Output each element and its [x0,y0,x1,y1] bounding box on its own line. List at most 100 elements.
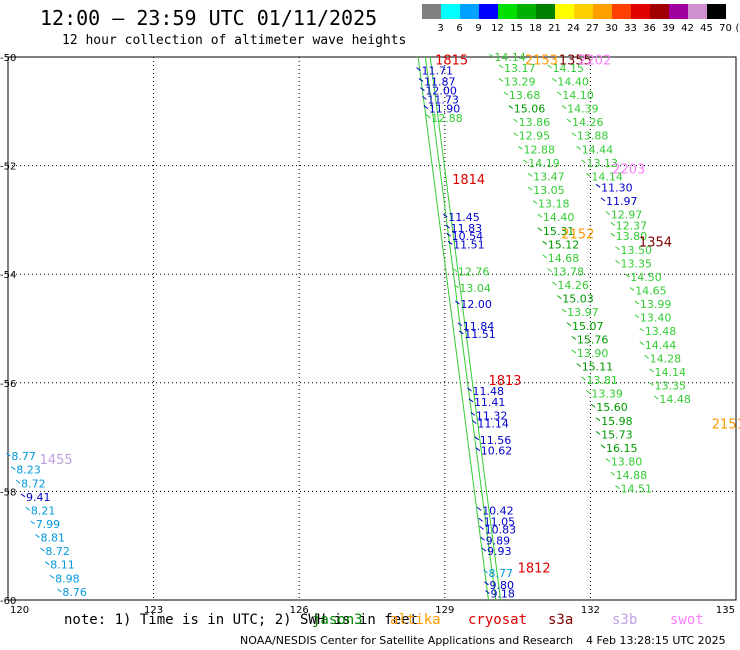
track-tick [479,526,484,530]
track-tick [600,444,606,449]
legend-label: 45 [700,23,713,34]
legend-swatch [688,4,707,19]
track-tick [561,308,567,313]
legend-label: 18 [529,23,542,34]
track-tick [484,581,489,586]
wave-height-value: 9.93 [487,545,512,558]
wave-height-value: 13.86 [519,116,551,129]
x-tick-label: 135 [716,605,735,616]
wave-height-value: 13.50 [621,244,653,257]
wave-height-value: 14.26 [572,116,604,129]
wave-height-value: 15.98 [601,415,633,428]
wave-height-value: 13.13 [587,157,619,170]
track-tick [552,78,557,82]
wave-height-value: 14.44 [582,143,614,156]
legend-swatch [422,4,441,19]
track-tick [418,78,424,82]
wave-height-value: 13.40 [640,312,672,325]
legend-swatch [650,4,669,19]
legend-swatch [669,4,688,19]
wave-height-value: 13.35 [621,257,653,270]
page-subtitle: 12 hour collection of altimeter wave hei… [62,33,407,48]
wave-height-value: 13.18 [538,198,570,211]
track-tick [445,224,450,229]
track-tick [581,376,586,381]
pass-time-label: 2202 [578,54,611,69]
wave-height-value: 10.42 [482,504,514,517]
wave-height-value: 13.05 [533,184,565,197]
wave-height-value: 9.18 [490,587,515,600]
y-tick-label: -54 [0,270,16,281]
legend-label: 30 [605,23,618,34]
wave-height-value: 13.29 [504,75,536,88]
track-tick [44,561,50,566]
wave-height-value: 9.41 [26,491,50,504]
wave-height-value: 12.00 [425,85,457,98]
legend-label: 70 [719,23,732,34]
wave-height-value: 11.97 [606,195,638,208]
track-tick [470,411,476,416]
y-tick-label: -60 [0,596,16,607]
wave-height-value: 11.14 [477,418,509,431]
satellite-name: s3a [548,612,574,628]
legend-label: 15 [510,23,523,34]
track-tick [610,471,615,476]
track-tick [537,227,543,232]
track-tick [483,569,488,574]
wave-height-value: 14.15 [553,62,585,75]
track-tick [537,213,543,218]
satellite-track-line [429,56,502,601]
wave-height-value: 14.51 [621,483,653,496]
wave-height-value: 14.50 [630,271,662,284]
legend-label: 12 [491,23,504,34]
wave-height-value: 11.87 [424,75,456,88]
track-tick [422,95,427,100]
track-tick [552,281,557,286]
wave-height-value: 8.77 [489,567,514,580]
wave-height-value: 14.28 [650,352,682,365]
wave-height-value: 13.48 [645,325,677,338]
wave-height-value: 13.78 [553,265,585,278]
legend-label: 24 [567,23,580,34]
pass-time-label: 1813 [488,374,521,389]
legend-swatch [593,4,612,19]
track-tick [629,287,635,291]
satellite-name: cryosat [468,612,528,628]
pass-time-label: 1354 [639,236,672,251]
track-tick [615,485,620,490]
track-tick [35,534,40,538]
wave-height-value: 15.07 [572,320,604,333]
x-tick-label: 120 [10,605,29,616]
wave-height-value: 13.47 [533,170,565,183]
x-tick-label: 123 [144,605,163,616]
track-tick [634,300,640,305]
track-tick [561,105,567,109]
wave-height-value: 15.31 [543,225,575,238]
track-tick [40,547,45,552]
track-tick [566,118,572,123]
wave-height-value: 13.90 [577,347,609,360]
satellite-track-line [424,56,497,601]
wave-height-value: 14.65 [635,284,667,297]
wave-height-value: 11.45 [448,211,480,224]
wave-height-value: 11.48 [472,385,504,398]
pass-time-label: 1455 [40,453,73,468]
wave-height-value: 8.72 [45,545,70,558]
wave-height-value: 16.15 [606,442,638,455]
wave-height-value: 11.56 [480,434,512,447]
track-tick [474,436,480,441]
track-tick [595,183,601,188]
track-tick [605,458,611,462]
wave-height-value: 12.00 [460,298,492,311]
wave-height-value: 8.23 [16,464,40,477]
track-tick [527,173,533,177]
legend-label: 42 [681,23,694,34]
track-tick [425,114,431,119]
track-tick [15,479,21,484]
wave-height-value: 15.06 [514,103,546,116]
wave-height-value: 13.97 [567,306,599,319]
wave-height-value: 15.60 [596,401,628,414]
track-tick [480,536,485,541]
y-tick-label: -56 [0,379,16,390]
wave-height-value: 14.68 [548,252,580,265]
